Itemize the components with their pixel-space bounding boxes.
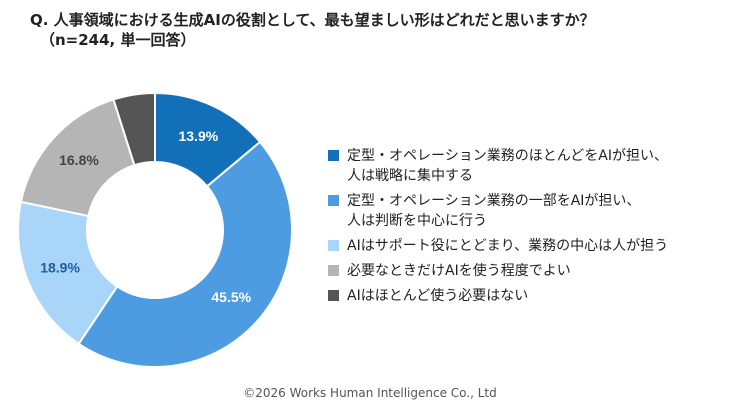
legend-item: 定型・オペレーション業務の一部をAIが担い、 人は判断を中心に行う bbox=[328, 191, 668, 231]
legend-swatch bbox=[328, 195, 339, 206]
slice bbox=[77, 140, 294, 368]
data-label: 13.9% bbox=[178, 128, 218, 144]
slice bbox=[17, 200, 119, 346]
chart: 13.9% 45.5% 18.9% 16.8% bbox=[17, 91, 294, 368]
legend-label: 必要なときだけAIを使う程度でよい bbox=[347, 263, 571, 279]
legend-swatch bbox=[328, 290, 339, 301]
chart-title: Q. 人事領域における生成AIの役割として、最も望ましい形はどれだと思いますか？ bbox=[30, 11, 595, 29]
legend-label: AIはサポート役にとどまり、業務の中心は人が担う bbox=[347, 238, 669, 254]
chart-subtitle: （n=244, 単一回答） bbox=[40, 31, 196, 49]
footer: ©2026 Works Human Intelligence Co., Ltd bbox=[243, 386, 497, 400]
legend-item: 定型・オペレーション業務のほとんどをAIが担い、 人は戦略に集中する bbox=[328, 146, 668, 186]
legend-item: AIはほとんど使う必要はない bbox=[328, 286, 668, 306]
legend-swatch bbox=[328, 150, 339, 161]
legend-swatch bbox=[328, 265, 339, 276]
legend-swatch bbox=[328, 240, 339, 251]
legend: 定型・オペレーション業務のほとんどをAIが担い、 人は戦略に集中する 定型・オペレ… bbox=[328, 146, 668, 311]
legend-label: AIはほとんど使う必要はない bbox=[347, 288, 529, 304]
legend-label: 定型・オペレーション業務のほとんどをAIが担い、 人は戦略に集中する bbox=[347, 148, 669, 184]
legend-item: 必要なときだけAIを使う程度でよい bbox=[328, 261, 668, 281]
legend-item: AIはサポート役にとどまり、業務の中心は人が担う bbox=[328, 236, 668, 256]
data-label: 16.8% bbox=[59, 152, 99, 168]
data-label: 45.5% bbox=[211, 289, 251, 305]
slice bbox=[112, 91, 156, 167]
data-label: 18.9% bbox=[40, 259, 80, 275]
legend-label: 定型・オペレーション業務の一部をAIが担い、 人は判断を中心に行う bbox=[347, 193, 641, 229]
